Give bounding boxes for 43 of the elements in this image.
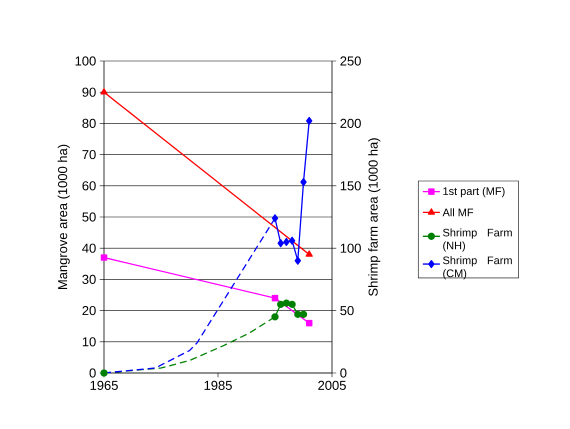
y2-tick-label: 100: [340, 244, 361, 253]
point: [271, 313, 279, 320]
point: [100, 254, 108, 261]
y2-tick-label: 0: [340, 368, 346, 378]
y-tick-label: 20: [82, 306, 96, 316]
point: [277, 300, 284, 308]
point: [100, 369, 108, 377]
point: [272, 294, 278, 302]
y-tick-label: 0: [90, 368, 96, 378]
y2-tick-label: 150: [340, 181, 361, 190]
x-tick-label: 1985: [204, 380, 232, 390]
point: [294, 310, 302, 318]
y-tick-label: 70: [82, 150, 96, 160]
y2-tick-label: 250: [340, 56, 361, 66]
y-tick-label: 30: [82, 274, 96, 284]
y-tick-label: 40: [82, 244, 96, 253]
legend-label: Shrimp Farm (NH): [443, 228, 512, 252]
y-tick-label: 10: [82, 337, 96, 346]
y-tick-label: 100: [76, 56, 96, 66]
y-tick-label: 80: [82, 118, 96, 128]
y2-tick-label: 200: [340, 118, 361, 128]
y2-axis-title: Shrimp farm area (1000 ha): [368, 138, 380, 296]
y-axis-title: Mangrove area (1000 ha): [58, 144, 70, 290]
y-tick-label: 50: [82, 212, 96, 222]
x-tick-label: 1965: [90, 380, 118, 390]
point: [282, 299, 290, 307]
legend-label: 1st part (MF): [443, 186, 505, 198]
point: [272, 214, 278, 222]
point: [300, 178, 307, 186]
x-tick-label: 2005: [318, 380, 346, 390]
y-tick-label: 60: [82, 181, 96, 190]
legend-label: Shrimp Farm (CM): [443, 256, 512, 280]
point: [283, 238, 290, 246]
y2-tick-label: 50: [340, 306, 354, 316]
point: [288, 236, 296, 245]
point: [278, 239, 284, 248]
point: [300, 310, 308, 318]
y-tick-label: 90: [82, 88, 96, 97]
point: [306, 320, 312, 326]
point: [294, 256, 301, 265]
legend-label: All MF: [442, 208, 474, 216]
point: [288, 300, 296, 308]
point: [306, 116, 312, 125]
